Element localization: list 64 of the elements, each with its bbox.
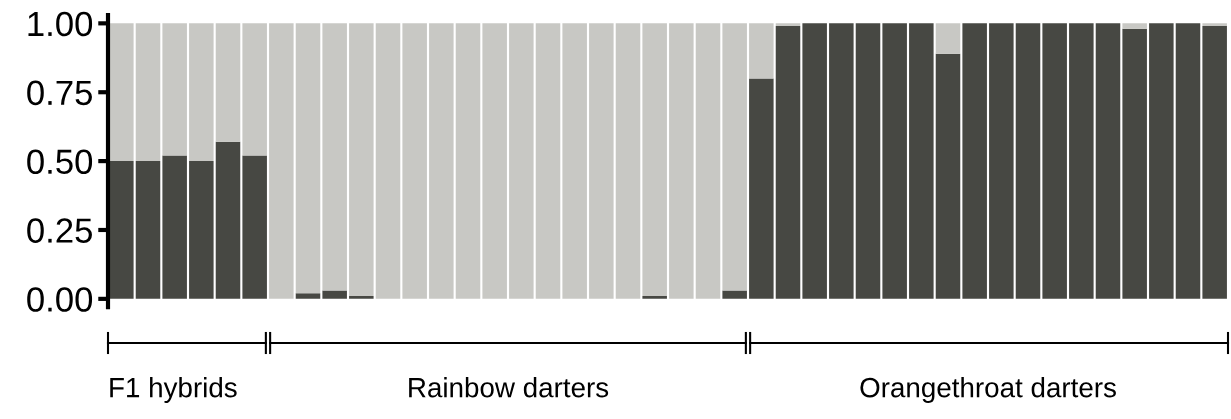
bar	[482, 23, 507, 299]
bar	[1095, 23, 1121, 299]
bar	[749, 23, 774, 79]
bar	[1069, 23, 1094, 299]
bar	[775, 26, 801, 299]
bar	[295, 23, 321, 294]
bar	[989, 23, 1014, 299]
bar	[855, 23, 881, 299]
bar	[509, 23, 534, 299]
bar	[669, 23, 694, 299]
bar	[349, 23, 374, 297]
bar	[135, 161, 161, 299]
bar	[695, 23, 721, 299]
bar	[242, 23, 267, 156]
bar	[162, 23, 187, 156]
bar	[802, 23, 827, 299]
bar	[455, 23, 481, 299]
bar	[775, 23, 801, 27]
bar	[829, 23, 854, 299]
y-tick-label: 0.25	[27, 218, 92, 243]
bar	[1122, 28, 1147, 299]
bar	[1042, 23, 1067, 299]
bar	[935, 53, 961, 299]
bar	[1122, 23, 1147, 29]
bar	[215, 141, 241, 299]
bar	[162, 155, 187, 299]
bar	[402, 23, 427, 299]
bar	[589, 23, 614, 299]
bar	[322, 290, 347, 299]
bar	[642, 23, 667, 297]
bar	[535, 23, 561, 299]
text: Rainbow darters	[409, 377, 609, 398]
bar	[615, 23, 641, 299]
bar	[349, 296, 374, 299]
bar	[562, 23, 587, 299]
bar	[882, 23, 907, 299]
bar	[642, 296, 667, 299]
bar	[295, 293, 321, 299]
bar	[135, 23, 161, 162]
bar	[962, 23, 987, 299]
bar	[429, 23, 454, 299]
bar	[242, 155, 267, 299]
bar	[749, 78, 774, 299]
y-tick-label: 1.00	[28, 11, 93, 37]
bar	[722, 290, 747, 299]
bar	[215, 23, 241, 142]
y-tick-label: 0.00	[27, 287, 93, 312]
bar	[322, 23, 347, 291]
bar	[1175, 23, 1201, 299]
bar	[909, 23, 934, 299]
y-tick-label: 0.75	[27, 80, 92, 106]
bar	[375, 23, 401, 299]
text: F1 hybrids	[110, 377, 237, 403]
text: Orangethroat darters	[860, 377, 1116, 403]
bar	[1015, 23, 1041, 299]
bar	[722, 23, 747, 291]
bar	[189, 161, 214, 299]
bar	[1149, 23, 1174, 299]
bar	[269, 23, 294, 299]
bar	[189, 23, 214, 162]
bar	[935, 23, 961, 54]
bar	[1202, 23, 1227, 27]
bar	[1202, 26, 1227, 299]
y-tick-label: 0.50	[27, 149, 93, 175]
